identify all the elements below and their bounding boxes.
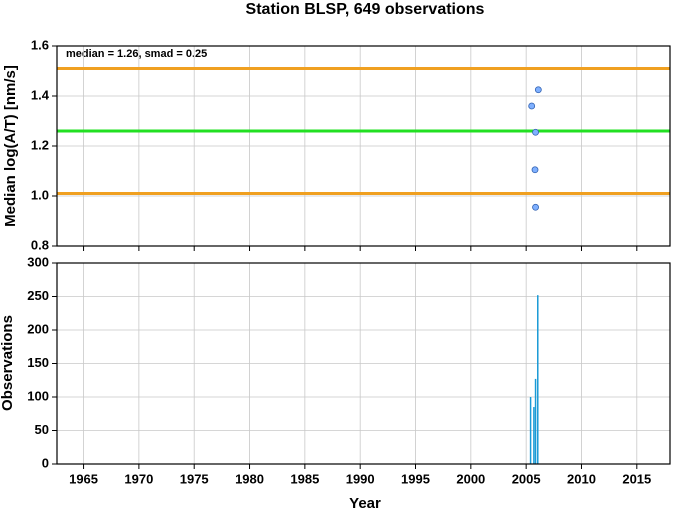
x-tick-label: 1970 bbox=[124, 471, 153, 486]
bar bbox=[533, 407, 535, 464]
x-tick-label: 2005 bbox=[512, 471, 541, 486]
y-tick-label: 250 bbox=[27, 288, 49, 303]
y-axis-label: Median log(A/T) [nm/s] bbox=[2, 65, 19, 227]
bar bbox=[537, 295, 539, 464]
annotation: median = 1.26, smad = 0.25 bbox=[66, 48, 207, 60]
point bbox=[531, 166, 539, 174]
x-axis-label: Year bbox=[349, 495, 381, 511]
y-tick-label: 200 bbox=[27, 321, 49, 336]
x-tick-label: 1995 bbox=[401, 471, 430, 486]
y-tick-label: 1.0 bbox=[31, 187, 49, 202]
y-tick-label: 300 bbox=[27, 254, 49, 269]
point bbox=[528, 102, 536, 110]
y-axis-label: Observations bbox=[0, 315, 16, 411]
y-tick-label: 1.6 bbox=[31, 37, 49, 52]
point bbox=[532, 203, 539, 211]
y-tick-label: 0.8 bbox=[31, 237, 49, 252]
x-tick-label: 2015 bbox=[622, 471, 651, 486]
bar bbox=[534, 378, 537, 464]
x-tick-label: 2000 bbox=[456, 471, 485, 486]
plot-frame bbox=[56, 45, 671, 247]
plot-frame bbox=[56, 262, 671, 465]
y-tick-label: 150 bbox=[27, 355, 49, 370]
y-tick-label: 1.2 bbox=[31, 137, 49, 152]
point bbox=[532, 128, 539, 136]
y-tick-label: 100 bbox=[27, 388, 49, 403]
y-tick-label: 50 bbox=[35, 422, 49, 437]
y-tick-label: 1.4 bbox=[31, 87, 50, 102]
x-tick-label: 2010 bbox=[567, 471, 596, 486]
x-tick-label: 1985 bbox=[290, 471, 319, 486]
x-tick-label: 1990 bbox=[346, 471, 375, 486]
chart-title: Station BLSP, 649 observations bbox=[246, 1, 485, 18]
y-tick-label: 0 bbox=[42, 455, 49, 470]
x-tick-label: 1975 bbox=[180, 471, 209, 486]
x-tick-label: 1980 bbox=[235, 471, 264, 486]
x-tick-label: 1965 bbox=[69, 471, 98, 486]
point bbox=[534, 86, 542, 94]
bar bbox=[529, 397, 532, 464]
